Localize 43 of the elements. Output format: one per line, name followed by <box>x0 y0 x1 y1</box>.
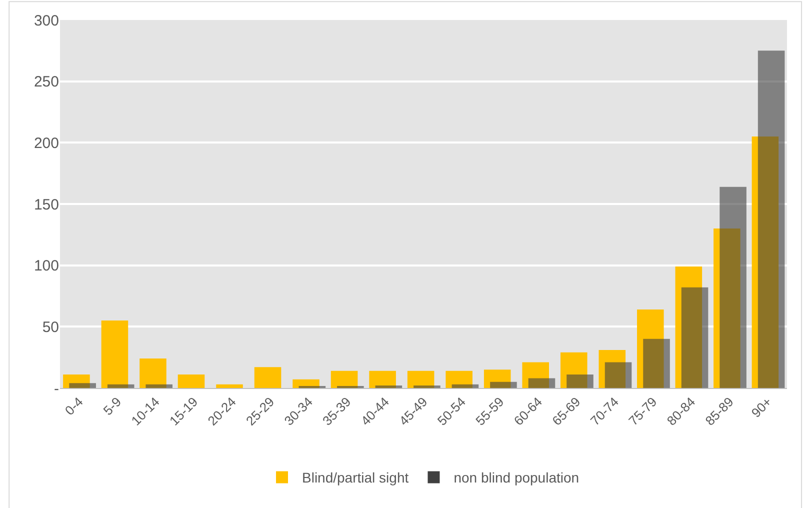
y-tick-label: 100 <box>34 258 59 275</box>
bar <box>566 374 594 388</box>
y-tick-label: 50 <box>42 318 59 336</box>
bar <box>643 338 670 388</box>
bar <box>330 370 358 388</box>
bar <box>178 374 205 388</box>
bar <box>752 136 779 388</box>
bar <box>146 384 172 388</box>
bar <box>140 358 166 388</box>
bar <box>254 367 282 388</box>
bar <box>528 378 556 388</box>
bar <box>637 309 664 388</box>
bar <box>63 374 90 388</box>
bar <box>107 384 134 388</box>
bar <box>452 384 479 388</box>
bar <box>714 228 740 388</box>
bar <box>604 362 632 388</box>
bar <box>522 362 549 388</box>
bar <box>484 370 511 388</box>
y-tick-label: 250 <box>34 74 59 91</box>
bar <box>490 382 517 388</box>
bar <box>69 383 96 388</box>
legend-label: Blind/partial sight <box>302 470 409 486</box>
bar <box>369 370 396 388</box>
x-tick-label: 5-9 <box>100 394 124 418</box>
y-tick-label: 150 <box>34 196 59 214</box>
y-tick-label: 300 <box>34 12 59 30</box>
x-tick-label: 0-4 <box>62 394 86 418</box>
x-tick-label: 90+ <box>748 394 775 420</box>
bar <box>407 370 434 388</box>
bar <box>675 266 702 388</box>
legend-label: non blind population <box>454 470 580 486</box>
bar <box>560 352 588 388</box>
bar <box>598 350 626 388</box>
bar <box>681 287 708 388</box>
y-tick-label: 200 <box>34 134 59 152</box>
bar <box>720 186 746 388</box>
bar <box>101 320 128 388</box>
bar <box>216 384 243 388</box>
bar <box>292 379 320 388</box>
y-tick-label: - <box>54 380 59 398</box>
bar <box>446 370 472 388</box>
bar <box>758 50 785 388</box>
